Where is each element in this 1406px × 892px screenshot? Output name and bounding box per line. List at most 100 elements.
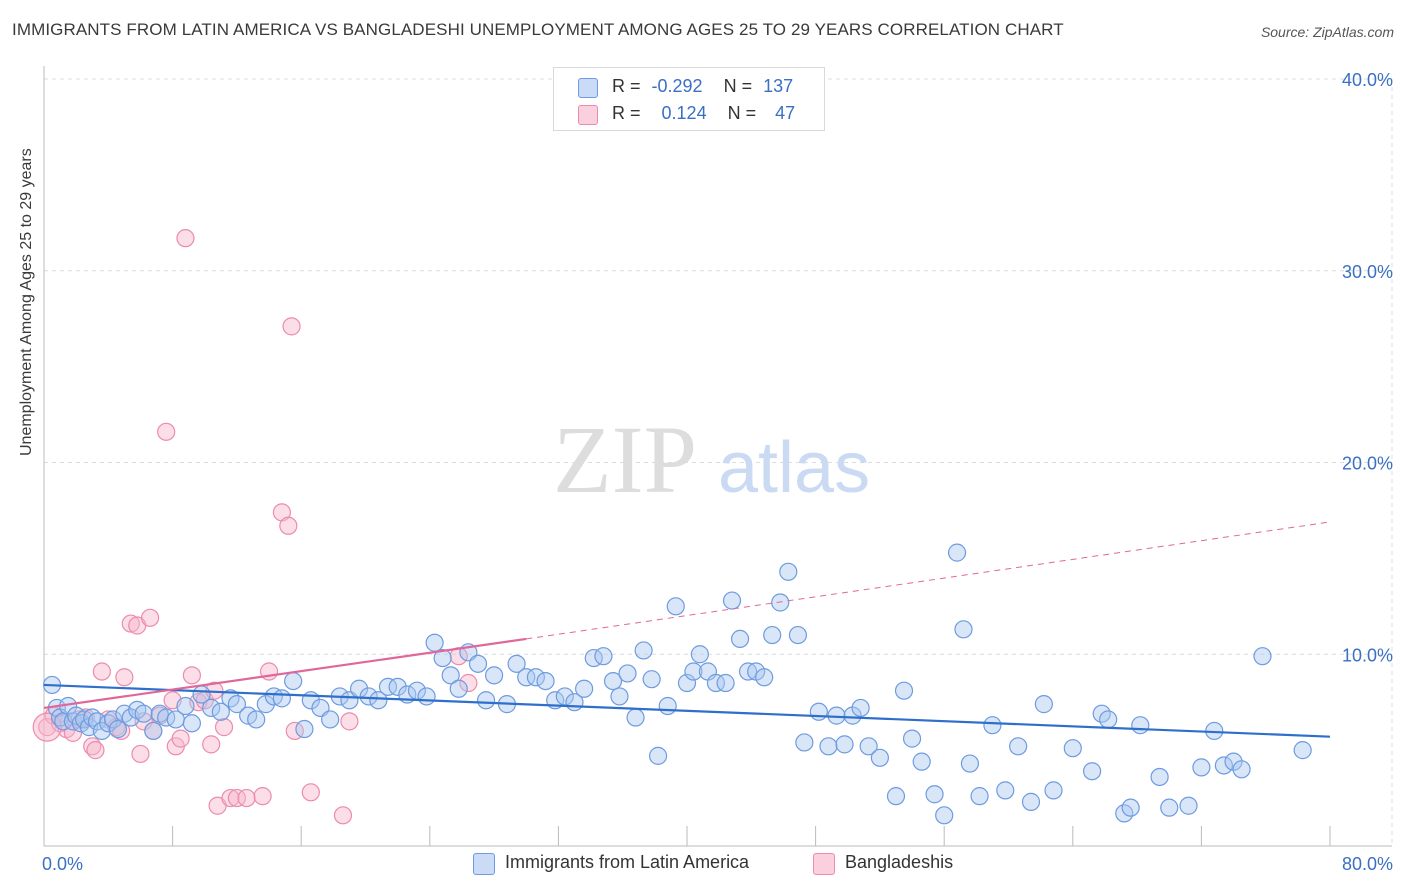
latin-america-point	[970, 787, 989, 806]
bangladeshis-point	[282, 317, 301, 336]
watermark-atlas: atlas	[718, 428, 870, 508]
latin-america-point	[716, 673, 735, 693]
latin-america-point	[272, 689, 292, 708]
bangladeshis-legend-swatch	[813, 853, 835, 875]
latin-america-point	[378, 677, 398, 696]
bangladeshis-point	[237, 788, 256, 808]
latin-america-point	[1293, 741, 1312, 760]
latin-america-trend-line	[43, 683, 1331, 738]
n-label: N =	[723, 76, 753, 96]
latin-america-point	[182, 714, 201, 733]
r-label: R =	[612, 76, 641, 96]
latin-america-point	[1232, 760, 1251, 779]
latin-america-point	[1253, 647, 1272, 666]
bangladeshis-point	[176, 229, 195, 248]
y-tick-label: 30.0%	[1342, 262, 1393, 282]
latin-america-point	[202, 698, 221, 718]
correlation-legend: R = -0.292 N = 137 R = 0.124 N = 47	[553, 67, 825, 131]
r-value: 0.124	[661, 103, 707, 123]
bangladeshis-trend-extension	[526, 521, 1331, 640]
bangladeshis-point	[214, 718, 234, 737]
latin-america-point	[851, 698, 870, 718]
bangladeshis-point	[279, 516, 298, 535]
latin-america-point	[176, 696, 195, 716]
r-value: -0.292	[651, 76, 703, 96]
latin-america-point	[935, 806, 954, 825]
latin-america-point	[859, 737, 878, 756]
latin-america-point	[417, 687, 436, 706]
latin-america-point	[227, 695, 246, 714]
bangladeshis-point	[340, 712, 359, 731]
r-label: R =	[612, 103, 641, 123]
latin-america-point	[1063, 739, 1082, 758]
latin-america-point	[819, 737, 838, 756]
latin-america-point	[575, 679, 594, 698]
latin-america-point	[795, 733, 814, 752]
bangladeshis-point	[253, 787, 272, 806]
bangladeshis-point	[121, 614, 140, 633]
latin-america-point	[947, 543, 967, 562]
latin-america-point	[983, 716, 1002, 735]
latin-america-point	[1044, 781, 1063, 800]
bangladeshis-point	[202, 735, 221, 754]
latin-america-point	[886, 787, 906, 806]
latin-america-point	[144, 721, 163, 741]
n-value: 137	[763, 76, 794, 96]
source-credit: Source: ZipAtlas.com	[1260, 24, 1394, 40]
latin-america-point	[211, 702, 230, 721]
latin-america-point	[626, 708, 645, 727]
latin-america-point	[648, 746, 668, 765]
latin-america-point	[468, 654, 488, 673]
latin-america-point	[634, 641, 653, 660]
latin-america-point	[870, 748, 890, 767]
latin-america-point	[1021, 792, 1041, 811]
latin-america-point	[425, 633, 444, 652]
y-tick-label: 10.0%	[1342, 645, 1393, 665]
latin-america-point	[1160, 798, 1179, 817]
latin-america-point	[912, 752, 931, 771]
bangladeshis-point	[115, 668, 134, 687]
watermark: ZIP atlas	[553, 406, 870, 513]
latin-america-point	[771, 593, 790, 612]
latin-america-point	[1192, 758, 1211, 777]
latin-america-point	[369, 691, 388, 710]
bangladeshis-point	[221, 788, 240, 808]
bangladeshis-point	[459, 673, 478, 693]
latin-america-point	[706, 673, 726, 693]
bangladeshis-point	[301, 783, 320, 802]
bangladeshis-point-large	[32, 712, 62, 742]
latin-america-point	[1179, 796, 1198, 815]
n-label: N =	[727, 103, 757, 123]
latin-america-point	[730, 629, 750, 649]
latin-america-point	[642, 670, 661, 689]
latin-america-point	[476, 691, 496, 710]
n-value: 47	[775, 103, 796, 123]
latin-america-point	[594, 647, 613, 666]
latin-america-point	[677, 673, 697, 693]
latin-america-swatch	[578, 78, 598, 98]
latin-america-point	[809, 702, 828, 721]
latin-america-point	[536, 671, 555, 691]
latin-america-point	[996, 781, 1015, 800]
latin-america-point	[1034, 695, 1053, 714]
latin-america-point	[441, 666, 460, 685]
latin-america-point	[1099, 710, 1118, 729]
x-tick-label: 0.0%	[42, 854, 83, 874]
bangladeshis-point	[131, 744, 150, 764]
latin-america-point	[690, 645, 709, 664]
latin-america-point	[321, 710, 340, 729]
latin-america-point	[779, 562, 798, 581]
latin-america-point	[603, 671, 623, 691]
latin-america-point	[1009, 737, 1028, 756]
latin-america-point	[388, 677, 407, 696]
latin-america-point	[658, 696, 677, 716]
latin-america-point	[433, 648, 452, 668]
latin-america-point	[449, 679, 468, 698]
latin-america-point	[1082, 762, 1102, 781]
latin-america-point	[1131, 716, 1150, 735]
latin-america-point	[894, 681, 914, 700]
latin-america-point	[1121, 798, 1140, 817]
latin-america-point	[108, 719, 128, 739]
latin-america-point	[835, 735, 854, 754]
bangladeshis-point	[92, 662, 111, 681]
